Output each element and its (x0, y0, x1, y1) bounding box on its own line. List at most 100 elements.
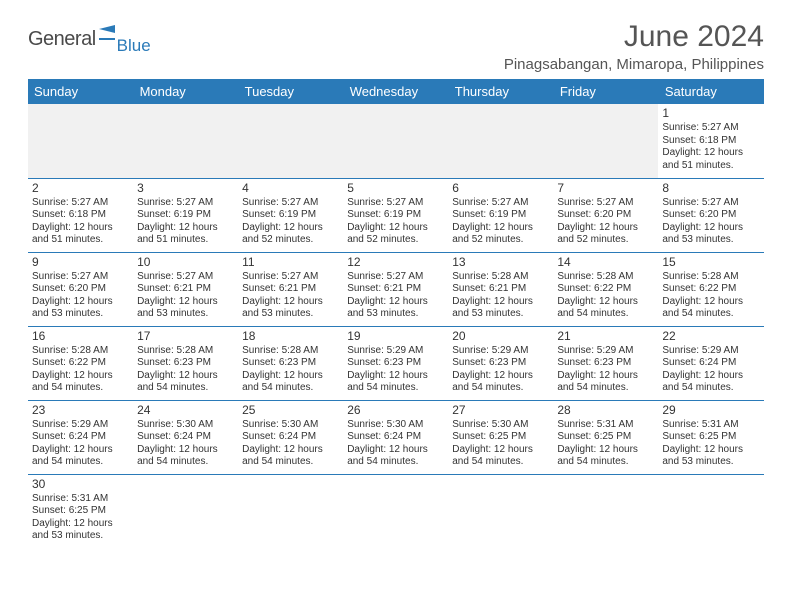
day-number: 3 (137, 181, 234, 196)
calendar-cell: 29Sunrise: 5:31 AMSunset: 6:25 PMDayligh… (658, 400, 763, 474)
day-number: 9 (32, 255, 129, 270)
sunrise-line: Sunrise: 5:29 AM (557, 345, 654, 358)
calendar-cell: 7Sunrise: 5:27 AMSunset: 6:20 PMDaylight… (553, 178, 658, 252)
day-number: 13 (452, 255, 549, 270)
day-number: 1 (662, 106, 759, 121)
calendar-cell: 26Sunrise: 5:30 AMSunset: 6:24 PMDayligh… (343, 400, 448, 474)
calendar-cell: 24Sunrise: 5:30 AMSunset: 6:24 PMDayligh… (133, 400, 238, 474)
calendar-cell: 15Sunrise: 5:28 AMSunset: 6:22 PMDayligh… (658, 252, 763, 326)
sunset-line: Sunset: 6:18 PM (662, 135, 759, 148)
sunrise-line: Sunrise: 5:27 AM (452, 197, 549, 210)
sunset-line: Sunset: 6:23 PM (452, 357, 549, 370)
calendar-cell: 3Sunrise: 5:27 AMSunset: 6:19 PMDaylight… (133, 178, 238, 252)
sunrise-line: Sunrise: 5:29 AM (662, 345, 759, 358)
daylight-line: Daylight: 12 hours and 51 minutes. (662, 147, 759, 172)
weekday-header: Sunday (28, 79, 133, 104)
calendar-cell: 11Sunrise: 5:27 AMSunset: 6:21 PMDayligh… (238, 252, 343, 326)
calendar-row: 1Sunrise: 5:27 AMSunset: 6:18 PMDaylight… (28, 104, 764, 178)
daylight-line: Daylight: 12 hours and 54 minutes. (242, 444, 339, 469)
calendar-cell: 2Sunrise: 5:27 AMSunset: 6:18 PMDaylight… (28, 178, 133, 252)
calendar-body: 1Sunrise: 5:27 AMSunset: 6:18 PMDaylight… (28, 104, 764, 548)
calendar-row: 16Sunrise: 5:28 AMSunset: 6:22 PMDayligh… (28, 326, 764, 400)
daylight-line: Daylight: 12 hours and 52 minutes. (242, 222, 339, 247)
daylight-line: Daylight: 12 hours and 54 minutes. (662, 296, 759, 321)
calendar-row: 2Sunrise: 5:27 AMSunset: 6:18 PMDaylight… (28, 178, 764, 252)
day-number: 20 (452, 329, 549, 344)
day-number: 24 (137, 403, 234, 418)
calendar-cell (343, 474, 448, 548)
sunset-line: Sunset: 6:24 PM (242, 431, 339, 444)
sunset-line: Sunset: 6:23 PM (557, 357, 654, 370)
calendar-cell: 8Sunrise: 5:27 AMSunset: 6:20 PMDaylight… (658, 178, 763, 252)
calendar-cell (28, 104, 133, 178)
weekday-header-row: Sunday Monday Tuesday Wednesday Thursday… (28, 79, 764, 104)
calendar-cell: 16Sunrise: 5:28 AMSunset: 6:22 PMDayligh… (28, 326, 133, 400)
sunrise-line: Sunrise: 5:28 AM (452, 271, 549, 284)
calendar-page: General Blue June 2024 Pinagsabangan, Mi… (0, 0, 792, 568)
daylight-line: Daylight: 12 hours and 54 minutes. (32, 444, 129, 469)
sunrise-line: Sunrise: 5:27 AM (242, 197, 339, 210)
weekday-header: Saturday (658, 79, 763, 104)
sunrise-line: Sunrise: 5:27 AM (662, 122, 759, 135)
sunset-line: Sunset: 6:22 PM (32, 357, 129, 370)
calendar-cell: 27Sunrise: 5:30 AMSunset: 6:25 PMDayligh… (448, 400, 553, 474)
sunrise-line: Sunrise: 5:27 AM (32, 197, 129, 210)
calendar-cell: 25Sunrise: 5:30 AMSunset: 6:24 PMDayligh… (238, 400, 343, 474)
sunset-line: Sunset: 6:20 PM (32, 283, 129, 296)
sunrise-line: Sunrise: 5:28 AM (242, 345, 339, 358)
calendar-cell: 9Sunrise: 5:27 AMSunset: 6:20 PMDaylight… (28, 252, 133, 326)
sunset-line: Sunset: 6:24 PM (137, 431, 234, 444)
sunrise-line: Sunrise: 5:29 AM (32, 419, 129, 432)
daylight-line: Daylight: 12 hours and 53 minutes. (662, 222, 759, 247)
weekday-header: Wednesday (343, 79, 448, 104)
daylight-line: Daylight: 12 hours and 53 minutes. (452, 296, 549, 321)
daylight-line: Daylight: 12 hours and 53 minutes. (662, 444, 759, 469)
day-number: 18 (242, 329, 339, 344)
sunrise-line: Sunrise: 5:31 AM (662, 419, 759, 432)
sunrise-line: Sunrise: 5:30 AM (242, 419, 339, 432)
calendar-cell: 5Sunrise: 5:27 AMSunset: 6:19 PMDaylight… (343, 178, 448, 252)
calendar-cell: 18Sunrise: 5:28 AMSunset: 6:23 PMDayligh… (238, 326, 343, 400)
calendar-cell: 1Sunrise: 5:27 AMSunset: 6:18 PMDaylight… (658, 104, 763, 178)
sunrise-line: Sunrise: 5:27 AM (347, 197, 444, 210)
daylight-line: Daylight: 12 hours and 52 minutes. (452, 222, 549, 247)
calendar-cell: 12Sunrise: 5:27 AMSunset: 6:21 PMDayligh… (343, 252, 448, 326)
sunrise-line: Sunrise: 5:31 AM (32, 493, 129, 506)
logo-text-2: Blue (117, 36, 151, 56)
day-number: 25 (242, 403, 339, 418)
calendar-cell: 17Sunrise: 5:28 AMSunset: 6:23 PMDayligh… (133, 326, 238, 400)
logo-text-1: General (28, 28, 96, 51)
daylight-line: Daylight: 12 hours and 51 minutes. (137, 222, 234, 247)
calendar-cell: 19Sunrise: 5:29 AMSunset: 6:23 PMDayligh… (343, 326, 448, 400)
calendar-cell (553, 104, 658, 178)
calendar-cell: 4Sunrise: 5:27 AMSunset: 6:19 PMDaylight… (238, 178, 343, 252)
day-number: 17 (137, 329, 234, 344)
daylight-line: Daylight: 12 hours and 54 minutes. (452, 444, 549, 469)
calendar-row: 9Sunrise: 5:27 AMSunset: 6:20 PM Daylight… (28, 252, 764, 326)
sunset-line: Sunset: 6:21 PM (242, 283, 339, 296)
calendar-cell: 20Sunrise: 5:29 AMSunset: 6:23 PMDayligh… (448, 326, 553, 400)
day-number: 8 (662, 181, 759, 196)
calendar-cell: 21Sunrise: 5:29 AMSunset: 6:23 PMDayligh… (553, 326, 658, 400)
location: Pinagsabangan, Mimaropa, Philippines (504, 56, 764, 73)
sunrise-line: Sunrise: 5:27 AM (662, 197, 759, 210)
calendar-cell (658, 474, 763, 548)
sunrise-line: Sunrise: 5:29 AM (347, 345, 444, 358)
sunrise-line: Sunrise: 5:27 AM (137, 197, 234, 210)
day-number: 5 (347, 181, 444, 196)
calendar-cell: 28Sunrise: 5:31 AMSunset: 6:25 PMDayligh… (553, 400, 658, 474)
sunrise-line: Sunrise: 5:30 AM (347, 419, 444, 432)
calendar-cell (448, 104, 553, 178)
daylight-line: Daylight: 12 hours and 54 minutes. (557, 444, 654, 469)
day-number: 27 (452, 403, 549, 418)
calendar-row: 23Sunrise: 5:29 AMSunset: 6:24 PMDayligh… (28, 400, 764, 474)
calendar-cell: 30Sunrise: 5:31 AMSunset: 6:25 PMDayligh… (28, 474, 133, 548)
daylight-line: Daylight: 12 hours and 52 minutes. (557, 222, 654, 247)
sunset-line: Sunset: 6:20 PM (557, 209, 654, 222)
weekday-header: Thursday (448, 79, 553, 104)
sunset-line: Sunset: 6:25 PM (662, 431, 759, 444)
sunset-line: Sunset: 6:25 PM (557, 431, 654, 444)
sunset-line: Sunset: 6:23 PM (347, 357, 444, 370)
sunrise-line: Sunrise: 5:30 AM (137, 419, 234, 432)
sunrise-line: Sunrise: 5:27 AM (32, 271, 129, 284)
